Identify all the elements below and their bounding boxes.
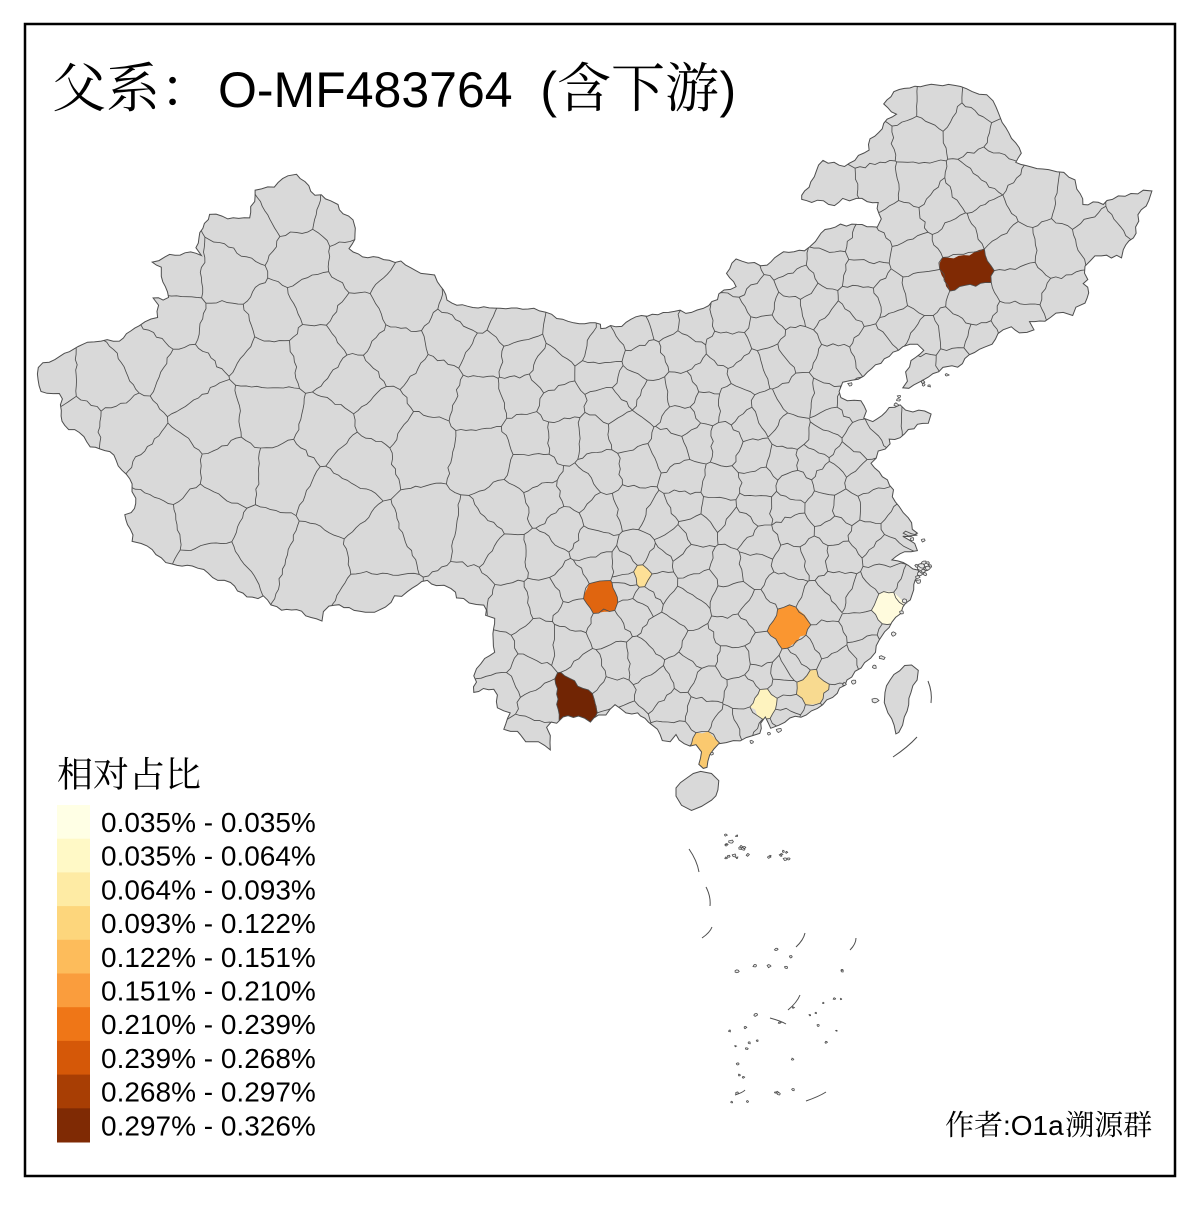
- svg-text:0.210% - 0.239%: 0.210% - 0.239%: [101, 1009, 316, 1040]
- svg-text:0.035% - 0.064%: 0.035% - 0.064%: [101, 841, 316, 872]
- svg-text:0.035% - 0.035%: 0.035% - 0.035%: [101, 807, 316, 838]
- svg-text:): ): [720, 62, 737, 118]
- svg-text:0.122% - 0.151%: 0.122% - 0.151%: [101, 942, 316, 973]
- svg-text:0.151% - 0.210%: 0.151% - 0.210%: [101, 976, 316, 1007]
- svg-text:0.239% - 0.268%: 0.239% - 0.268%: [101, 1043, 316, 1074]
- svg-text:O-MF483764 (: O-MF483764 (: [218, 62, 557, 118]
- svg-text:0.093% - 0.122%: 0.093% - 0.122%: [101, 908, 316, 939]
- svg-text:0.268% - 0.297%: 0.268% - 0.297%: [101, 1077, 316, 1108]
- svg-text:0.297% - 0.326%: 0.297% - 0.326%: [101, 1110, 316, 1141]
- svg-text:0.064% - 0.093%: 0.064% - 0.093%: [101, 874, 316, 905]
- svg-text::O1a: :O1a: [1003, 1110, 1064, 1141]
